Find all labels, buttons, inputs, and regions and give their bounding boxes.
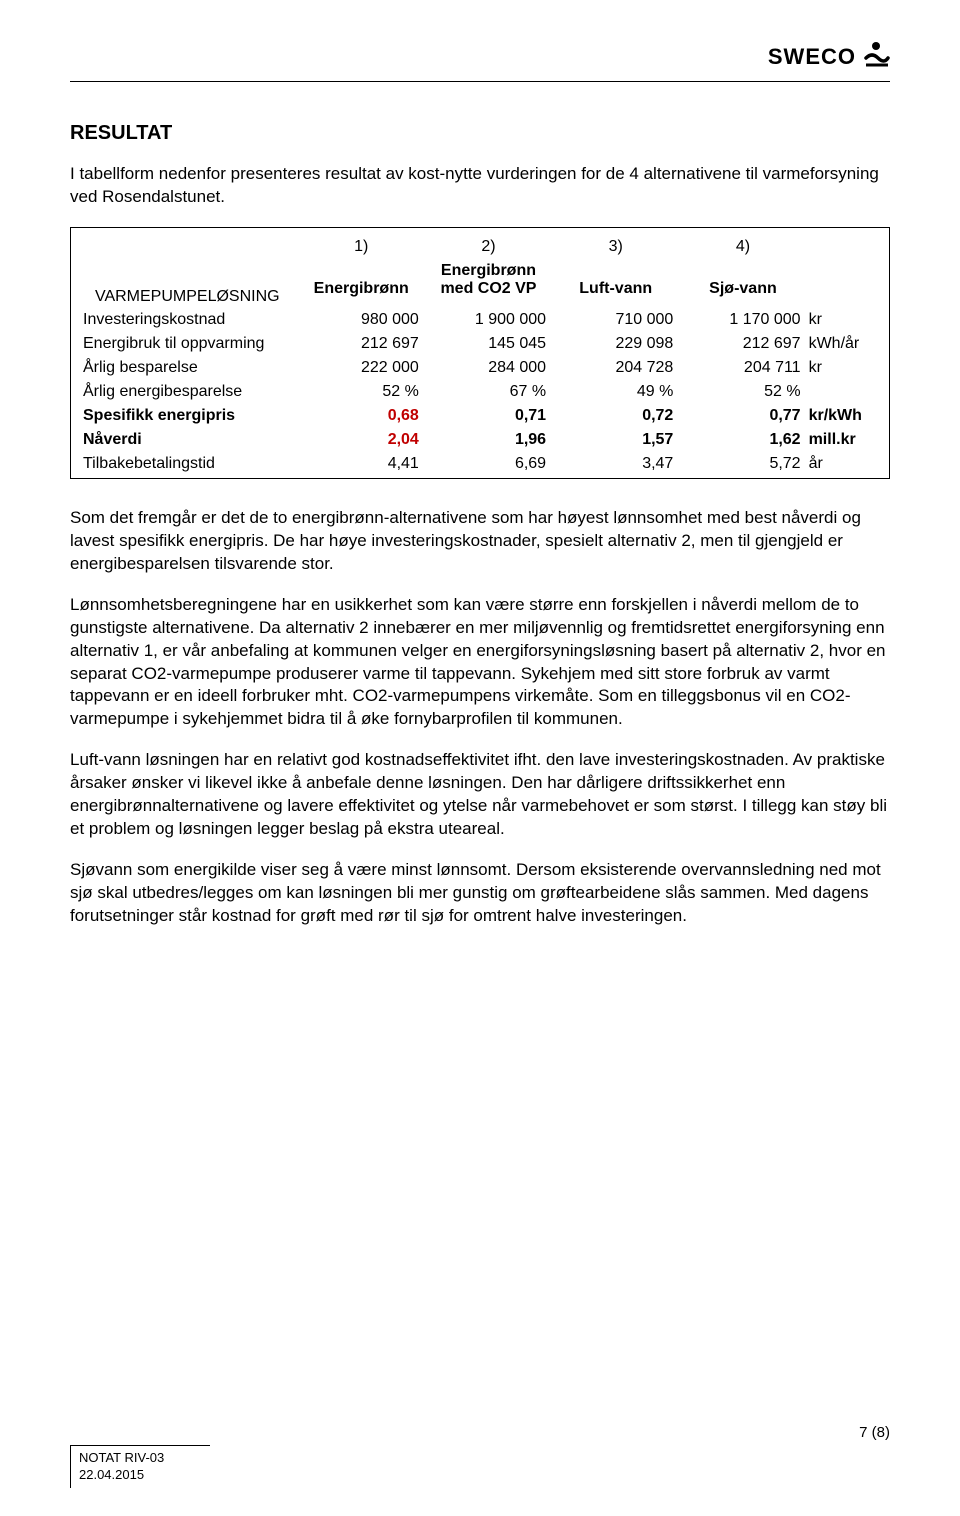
row-label: Investeringskostnad bbox=[77, 308, 298, 332]
cell-value: 5,72 bbox=[679, 452, 806, 476]
table-row: Tilbakebetalingstid4,416,693,475,72år bbox=[77, 452, 883, 476]
table-row: Energibruk til oppvarming212 697145 0452… bbox=[77, 332, 883, 356]
cell-value: 1,57 bbox=[552, 428, 679, 452]
cell-value: 229 098 bbox=[552, 332, 679, 356]
cell-value: 980 000 bbox=[298, 308, 425, 332]
cell-value: 1 900 000 bbox=[425, 308, 552, 332]
page-number: 7 (8) bbox=[70, 1424, 890, 1441]
cell-value: 1,96 bbox=[425, 428, 552, 452]
body-text: Som det fremgår er det de to energibrønn… bbox=[70, 507, 890, 928]
cell-value: 1 170 000 bbox=[679, 308, 806, 332]
col-num-4: 4) bbox=[679, 230, 806, 258]
cell-value: 222 000 bbox=[298, 356, 425, 380]
cell-value: 0,68 bbox=[298, 404, 425, 428]
col-num-2: 2) bbox=[425, 230, 552, 258]
row-label: Årlig besparelse bbox=[77, 356, 298, 380]
row-unit: kr bbox=[807, 308, 883, 332]
row-unit: kr bbox=[807, 356, 883, 380]
results-table: VARMEPUMPELØSNING 1) 2) 3) 4) Energibrøn… bbox=[70, 227, 890, 479]
body-paragraph: Lønnsomhetsberegningene har en usikkerhe… bbox=[70, 594, 890, 732]
intro-paragraph: I tabellform nedenfor presenteres result… bbox=[70, 163, 890, 209]
cell-value: 49 % bbox=[552, 380, 679, 404]
col-header-3: Luft-vann bbox=[552, 258, 679, 308]
col-num-3: 3) bbox=[552, 230, 679, 258]
row-unit: mill.kr bbox=[807, 428, 883, 452]
doc-date: 22.04.2015 bbox=[79, 1467, 202, 1484]
table-row: Investeringskostnad980 0001 900 000710 0… bbox=[77, 308, 883, 332]
section-title: RESULTAT bbox=[70, 122, 890, 145]
cell-value: 145 045 bbox=[425, 332, 552, 356]
footer-doc-box: NOTAT RIV-03 22.04.2015 bbox=[70, 1445, 210, 1488]
body-paragraph: Sjøvann som energikilde viser seg å være… bbox=[70, 859, 890, 928]
logo-text: SWECO bbox=[768, 44, 856, 70]
row-unit: kr/kWh bbox=[807, 404, 883, 428]
cell-value: 212 697 bbox=[679, 332, 806, 356]
cell-value: 52 % bbox=[298, 380, 425, 404]
cell-value: 204 711 bbox=[679, 356, 806, 380]
table-row: Årlig besparelse222 000284 000204 728204… bbox=[77, 356, 883, 380]
table-rowheader: VARMEPUMPELØSNING bbox=[77, 230, 298, 308]
body-paragraph: Som det fremgår er det de to energibrønn… bbox=[70, 507, 890, 576]
cell-value: 3,47 bbox=[552, 452, 679, 476]
col-header-2: Energibrønn med CO2 VP bbox=[425, 258, 552, 308]
row-label: Nåverdi bbox=[77, 428, 298, 452]
cell-value: 52 % bbox=[679, 380, 806, 404]
cell-value: 0,77 bbox=[679, 404, 806, 428]
row-label: Årlig energibesparelse bbox=[77, 380, 298, 404]
cell-value: 204 728 bbox=[552, 356, 679, 380]
row-label: Tilbakebetalingstid bbox=[77, 452, 298, 476]
logo-icon bbox=[862, 40, 890, 73]
cell-value: 284 000 bbox=[425, 356, 552, 380]
col-num-1: 1) bbox=[298, 230, 425, 258]
table-row: Årlig energibesparelse52 %67 %49 %52 % bbox=[77, 380, 883, 404]
doc-reference: NOTAT RIV-03 bbox=[79, 1450, 202, 1467]
col-header-4: Sjø-vann bbox=[679, 258, 806, 308]
page-footer: 7 (8) NOTAT RIV-03 22.04.2015 bbox=[70, 1424, 890, 1488]
cell-value: 2,04 bbox=[298, 428, 425, 452]
row-label: Spesifikk energipris bbox=[77, 404, 298, 428]
row-label: Energibruk til oppvarming bbox=[77, 332, 298, 356]
cell-value: 1,62 bbox=[679, 428, 806, 452]
row-unit bbox=[807, 380, 883, 404]
col-header-1: Energibrønn bbox=[298, 258, 425, 308]
cell-value: 710 000 bbox=[552, 308, 679, 332]
row-unit: kWh/år bbox=[807, 332, 883, 356]
page: SWECO RESULTAT I tabellform nedenfor pre… bbox=[0, 0, 960, 1516]
body-paragraph: Luft-vann løsningen har en relativt god … bbox=[70, 749, 890, 841]
cell-value: 0,72 bbox=[552, 404, 679, 428]
logo: SWECO bbox=[768, 40, 890, 73]
table-row: Nåverdi2,041,961,571,62mill.kr bbox=[77, 428, 883, 452]
cell-value: 67 % bbox=[425, 380, 552, 404]
cell-value: 4,41 bbox=[298, 452, 425, 476]
table-row: Spesifikk energipris0,680,710,720,77kr/k… bbox=[77, 404, 883, 428]
row-unit: år bbox=[807, 452, 883, 476]
page-header: SWECO bbox=[70, 40, 890, 82]
cell-value: 0,71 bbox=[425, 404, 552, 428]
cell-value: 6,69 bbox=[425, 452, 552, 476]
cell-value: 212 697 bbox=[298, 332, 425, 356]
